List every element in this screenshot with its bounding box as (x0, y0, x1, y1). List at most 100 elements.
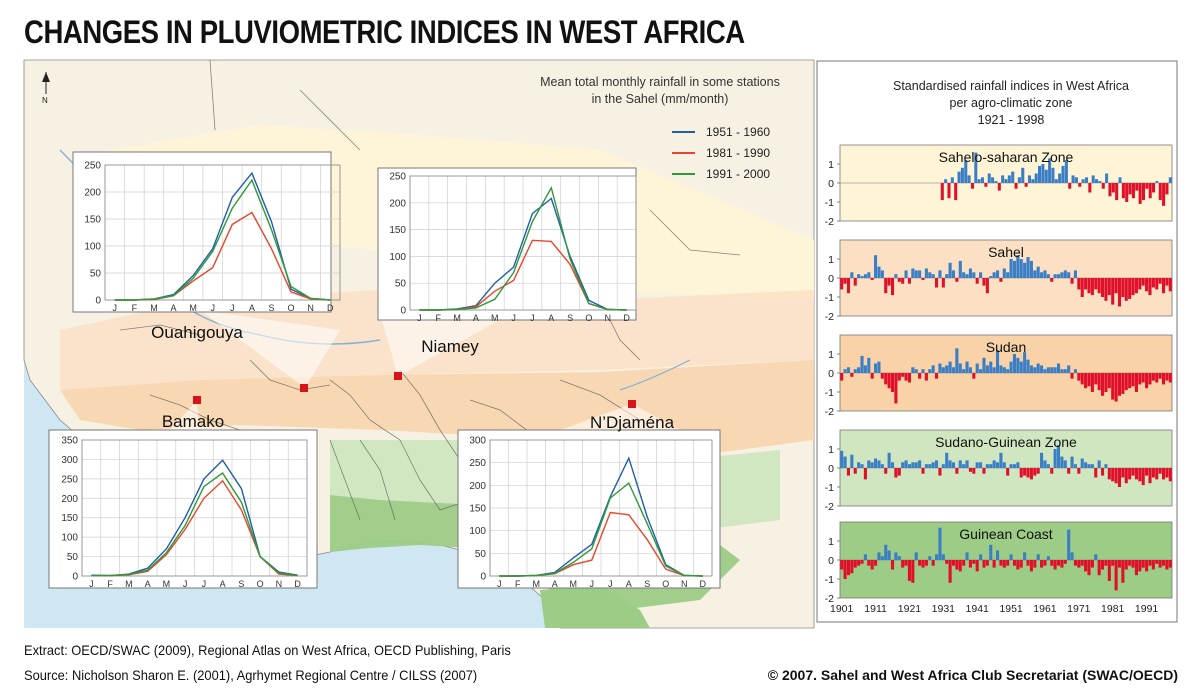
index-bar-1977 (1097, 278, 1101, 294)
y-tick-label: 250 (469, 458, 486, 469)
index-bar-1925 (921, 468, 925, 474)
zone-title: Sahelo-saharan Zone (939, 149, 1074, 165)
index-bar-1905 (853, 560, 857, 568)
index-bar-1902 (843, 278, 847, 284)
index-bar-1960 (1040, 560, 1044, 568)
compass-head-icon (42, 72, 50, 82)
index-bar-1974 (1087, 560, 1091, 576)
index-bar-1962 (1044, 169, 1048, 183)
index-bar-1989 (1138, 560, 1142, 572)
index-bar-1947 (995, 550, 1000, 560)
y-tick-label: 250 (84, 161, 101, 172)
plot-area (409, 175, 637, 311)
index-bar-1980 (1107, 278, 1111, 296)
index-bar-1944 (985, 278, 989, 294)
extract-citation: Extract: OECD/SWAC (2009), Regional Atla… (24, 642, 511, 658)
index-bar-1928 (931, 274, 935, 278)
index-bar-1953 (1014, 183, 1018, 189)
index-bar-1983 (1117, 468, 1122, 487)
index-bar-1959 (1036, 554, 1040, 560)
y-tick-label: 300 (469, 436, 486, 447)
page-title: CHANGES IN PLUVIOMETRIC INDICES IN WEST … (24, 14, 745, 50)
index-bar-1968 (1064, 160, 1068, 183)
index-bar-1964 (1053, 274, 1057, 278)
year-tick-label: 1961 (1033, 603, 1057, 615)
index-bar-1965 (1056, 274, 1061, 278)
station-chart-2: 0 50 100 150 200 250 300 350 J F M A M J J A S O N D Bamako (48, 412, 318, 589)
index-bar-1957 (1029, 560, 1033, 572)
index-bar-1921 (907, 464, 911, 468)
month-tick-label: M (491, 313, 499, 323)
index-bar-1959 (1036, 468, 1040, 474)
station-chart-frame (377, 167, 637, 321)
index-bar-1970 (1073, 464, 1077, 468)
month-tick-label: O (257, 579, 264, 589)
index-bar-1950 (1006, 468, 1010, 476)
index-bar-1918 (897, 468, 901, 476)
index-bar-1949 (1002, 462, 1006, 468)
index-bar-1988 (1134, 373, 1138, 392)
index-bar-1947 (995, 462, 1000, 468)
index-bar-1909 (867, 357, 871, 373)
index-bar-1969 (1070, 552, 1074, 560)
month-tick-label: M (163, 579, 171, 589)
month-tick-label: N (276, 579, 283, 589)
index-bar-1986 (1128, 373, 1132, 389)
source-citation: Source: Nicholson Sharon E. (2001), Agrh… (24, 667, 478, 683)
index-bar-1999 (1168, 177, 1172, 183)
index-bar-1955 (1023, 262, 1027, 278)
index-chart-1: -2 -1 0 1 Sahel (825, 239, 1173, 323)
index-bar-1918 (897, 556, 901, 560)
index-bar-1960 (1040, 452, 1044, 468)
index-bar-1973 (1081, 179, 1085, 183)
index-bar-1942 (979, 272, 983, 278)
index-bar-1910 (870, 278, 874, 280)
month-tick-label: O (288, 303, 295, 313)
index-bar-1972 (1078, 183, 1082, 187)
month-tick-label: J (183, 579, 188, 589)
index-bar-1906 (857, 462, 861, 468)
index-bar-1942 (979, 462, 983, 468)
index-bar-1956 (1024, 183, 1028, 187)
index-bar-1966 (1060, 369, 1064, 373)
index-bar-1923 (914, 552, 918, 560)
y-tick-label: 200 (61, 494, 78, 505)
index-bar-1928 (931, 462, 935, 468)
year-tick-label: 1951 (999, 603, 1023, 615)
index-bar-1958 (1033, 468, 1037, 476)
index-bar-1916 (890, 462, 895, 468)
y-tick-label: -1 (825, 197, 834, 209)
index-bar-1907 (860, 276, 864, 278)
index-bar-1935 (955, 468, 959, 474)
index-bar-1963 (1050, 278, 1054, 282)
index-bar-1925 (921, 369, 925, 373)
index-bar-1935 (955, 278, 959, 282)
index-bar-1964 (1051, 167, 1055, 183)
index-bar-1961 (1043, 460, 1047, 468)
index-bar-1978 (1101, 560, 1105, 570)
index-bar-1927 (928, 272, 932, 278)
index-bar-1918 (897, 373, 901, 381)
month-tick-label: S (268, 303, 274, 313)
month-tick-label: J (417, 313, 422, 323)
index-bar-1984 (1118, 177, 1122, 183)
index-bar-1921 (907, 278, 911, 284)
index-chart-3: -2 -1 0 1 Sudano-Guinean Zone (825, 429, 1173, 513)
index-bar-1916 (890, 560, 895, 570)
year-tick-label: 1971 (1067, 603, 1091, 615)
y-tick-label: 200 (389, 198, 406, 209)
index-bar-1991 (1145, 373, 1149, 389)
index-bar-1982 (1114, 278, 1118, 294)
index-bar-1972 (1080, 458, 1084, 468)
index-bar-1994 (1155, 373, 1159, 383)
index-bar-1947 (995, 350, 1000, 373)
index-bar-1970 (1073, 560, 1077, 566)
station-rainfall-charts: 0 50 100 150 200 250 J F M A M J J A S O N D Ouahigouya 0 50… (48, 151, 721, 589)
index-bar-1902 (843, 560, 847, 579)
rainfall-legend: Mean total monthly rainfall in some stat… (540, 75, 780, 181)
month-tick-label: J (210, 303, 215, 313)
index-bar-1904 (850, 560, 854, 574)
plot-area (489, 439, 713, 577)
y-tick-label: -1 (825, 482, 834, 494)
index-bar-1963 (1050, 468, 1054, 474)
